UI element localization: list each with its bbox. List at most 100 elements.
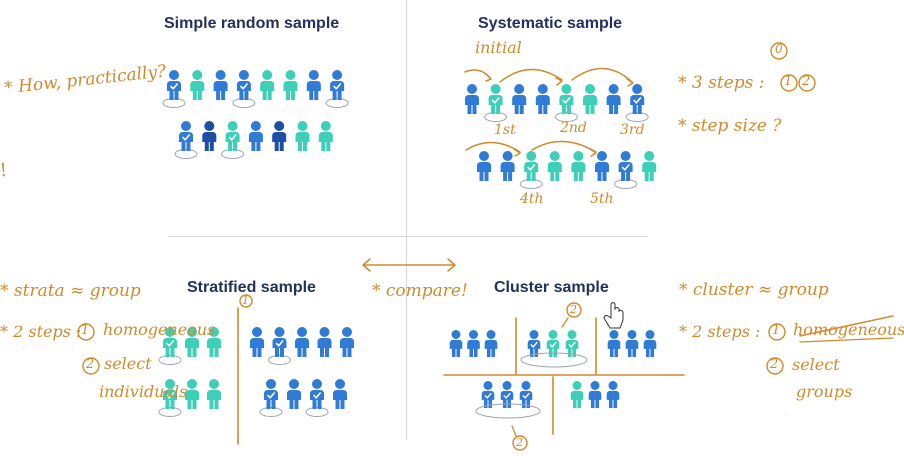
- person-icon: [481, 381, 495, 408]
- hand-cursor-icon: [603, 302, 624, 329]
- note-groups: groups: [796, 382, 853, 401]
- person-icon: [295, 121, 310, 151]
- note-right-step1-num: 1: [772, 323, 781, 338]
- vertical-divider: [406, 0, 407, 440]
- check-icon: [562, 97, 571, 104]
- person-icon: [484, 330, 498, 357]
- note-individuals: individuals: [99, 382, 188, 401]
- person-icon: [190, 70, 205, 100]
- person-icon: [570, 381, 584, 408]
- arrowhead: [626, 78, 634, 87]
- person-icon: [325, 70, 349, 108]
- person-icon: [527, 330, 541, 357]
- left-step2-ring: [82, 357, 100, 375]
- arrow-step-2: [571, 67, 633, 83]
- right-step1-ring: [768, 323, 786, 341]
- check-icon: [170, 83, 178, 90]
- person-icon: [614, 151, 638, 189]
- person-icon: [333, 379, 347, 409]
- check-icon: [275, 340, 284, 347]
- check-icon: [313, 392, 321, 399]
- arrowhead: [513, 148, 521, 157]
- cluster-marker-bottom-arrow: [511, 425, 517, 437]
- note-2nd: 2nd: [560, 120, 587, 136]
- person-icon: [642, 151, 657, 181]
- person-icon: [162, 70, 186, 108]
- check-icon: [166, 340, 174, 347]
- person-icon: [207, 327, 221, 357]
- person-icon: [248, 121, 263, 151]
- person-icon: [467, 330, 480, 357]
- note-3rd: 3rd: [620, 122, 645, 138]
- title-stratified: Stratified sample: [187, 279, 316, 296]
- person-icon: [185, 379, 199, 409]
- person-icon: [512, 84, 527, 114]
- person-icon: [221, 121, 245, 159]
- note-compare: * compare!: [372, 281, 468, 301]
- person-icon: [465, 84, 479, 114]
- arrowhead: [555, 77, 563, 86]
- person-icon: [272, 121, 287, 151]
- note-homogeneous-left: homogeneous: [103, 320, 216, 339]
- arrow-step-1: [499, 68, 563, 83]
- person-icon: [250, 327, 264, 357]
- strike-homogeneous: [799, 315, 894, 337]
- note-three-steps: * 3 steps :: [678, 73, 765, 93]
- person-icon: [583, 84, 597, 114]
- person-icon: [232, 70, 256, 108]
- note-right-step2-num: 2: [770, 357, 779, 372]
- note-step-size: * step size ?: [678, 116, 782, 136]
- person-icon: [546, 330, 560, 357]
- person-icon: [519, 151, 543, 189]
- person-icon: [554, 84, 578, 122]
- person-icon: [158, 379, 182, 417]
- person-icon: [643, 330, 657, 357]
- person-icon: [295, 327, 309, 357]
- horizontal-divider: [168, 236, 648, 237]
- note-cluster-marker-top: 2: [570, 303, 577, 316]
- note-step-2: 2: [802, 74, 811, 89]
- person-icon: [625, 330, 639, 357]
- note-left-step1-num: 1: [81, 323, 90, 338]
- person-icon: [588, 381, 602, 408]
- person-icon: [484, 84, 508, 122]
- person-icon: [283, 70, 298, 100]
- check-icon: [530, 341, 538, 348]
- note-initial: initial: [475, 38, 522, 57]
- person-icon: [565, 330, 579, 357]
- note-strat-marker: 1: [242, 294, 249, 307]
- note-left-step2-num: 2: [86, 357, 95, 372]
- note-select-right: select: [792, 355, 840, 374]
- person-icon: [268, 327, 291, 365]
- person-icon: [207, 379, 221, 409]
- cluster-marker-top-arrow: [561, 317, 569, 328]
- note-step-0: 0: [775, 42, 783, 56]
- note-select-left: select: [104, 354, 152, 373]
- note-step-1: 1: [784, 74, 793, 89]
- note-strata-group: * strata ≈ group: [0, 281, 141, 301]
- check-icon: [621, 164, 630, 171]
- person-icon: [185, 327, 199, 357]
- check-icon: [484, 392, 492, 399]
- person-icon: [500, 151, 515, 181]
- person-icon: [305, 379, 329, 417]
- check-icon: [228, 134, 237, 141]
- arrowhead: [485, 73, 492, 82]
- person-icon: [500, 381, 514, 408]
- person-icon: [306, 70, 321, 100]
- step-0-ring: [770, 42, 788, 60]
- check-icon: [633, 97, 642, 104]
- cluster-marker-top-ring: [566, 302, 582, 318]
- note-5th: 5th: [590, 191, 614, 207]
- check-icon: [267, 392, 275, 399]
- person-icon: [595, 151, 609, 181]
- cluster-marker-bottom-ring: [512, 435, 528, 451]
- title-simple-random: Simple random sample: [164, 15, 340, 32]
- person-icon: [547, 151, 562, 181]
- check-icon: [549, 341, 557, 348]
- step-2-ring: [798, 74, 816, 92]
- note-cluster-marker-bottom: 2: [516, 436, 523, 449]
- title-systematic: Systematic sample: [478, 15, 623, 32]
- arrowhead: [447, 258, 456, 272]
- cluster-selection-ring: [475, 403, 541, 419]
